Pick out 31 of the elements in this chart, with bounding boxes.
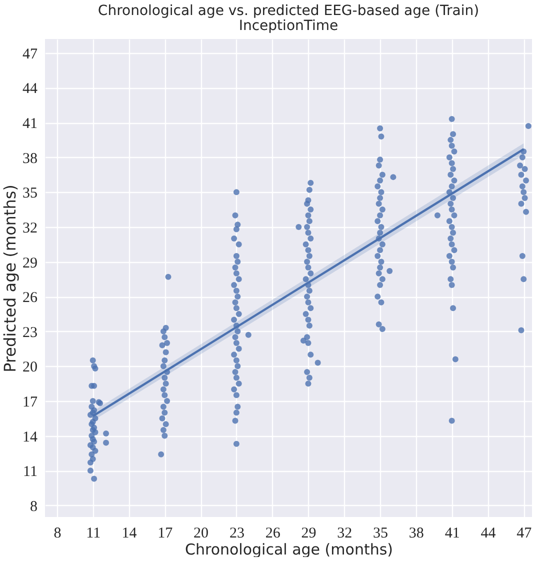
y-tick-label: 35 bbox=[22, 186, 38, 202]
x-tick-label: 47 bbox=[516, 526, 532, 542]
x-tick-label: 20 bbox=[194, 526, 209, 542]
chart-subtitle: InceptionTime bbox=[238, 18, 338, 34]
x-tick-label: 38 bbox=[408, 526, 424, 542]
chart-title: Chronological age vs. predicted EEG-based age (Train) bbox=[98, 3, 480, 19]
y-axis-title: Predicted age (months) bbox=[0, 184, 20, 372]
x-tick-label: 44 bbox=[480, 526, 496, 542]
x-tick-label: 41 bbox=[444, 526, 460, 542]
y-tick-label: 29 bbox=[22, 255, 38, 272]
x-tick-label: 35 bbox=[373, 526, 388, 542]
y-tick-label: 14 bbox=[22, 429, 38, 446]
y-tick-label: 23 bbox=[22, 324, 38, 341]
y-tick-label: 26 bbox=[22, 290, 38, 306]
x-tick-label: 17 bbox=[158, 526, 174, 542]
y-tick-label: 8 bbox=[30, 498, 38, 515]
x-tick-label: 32 bbox=[337, 526, 352, 542]
y-tick-label: 38 bbox=[22, 150, 38, 167]
x-tick-label: 8 bbox=[54, 526, 62, 542]
y-tick-label: 44 bbox=[22, 81, 38, 98]
x-tick-label: 26 bbox=[265, 526, 281, 542]
y-tick-label: 17 bbox=[22, 394, 38, 410]
y-tick-label: 20 bbox=[22, 360, 38, 376]
x-tick-label: 14 bbox=[122, 526, 138, 542]
x-tick-label: 23 bbox=[229, 526, 244, 542]
y-tick-label: 11 bbox=[23, 464, 38, 480]
y-tick-label: 47 bbox=[22, 46, 38, 62]
x-tick-label: 29 bbox=[301, 526, 316, 542]
x-tick-label: 11 bbox=[86, 526, 101, 542]
y-tick-label: 41 bbox=[22, 116, 38, 132]
y-tick-label: 32 bbox=[22, 220, 38, 236]
